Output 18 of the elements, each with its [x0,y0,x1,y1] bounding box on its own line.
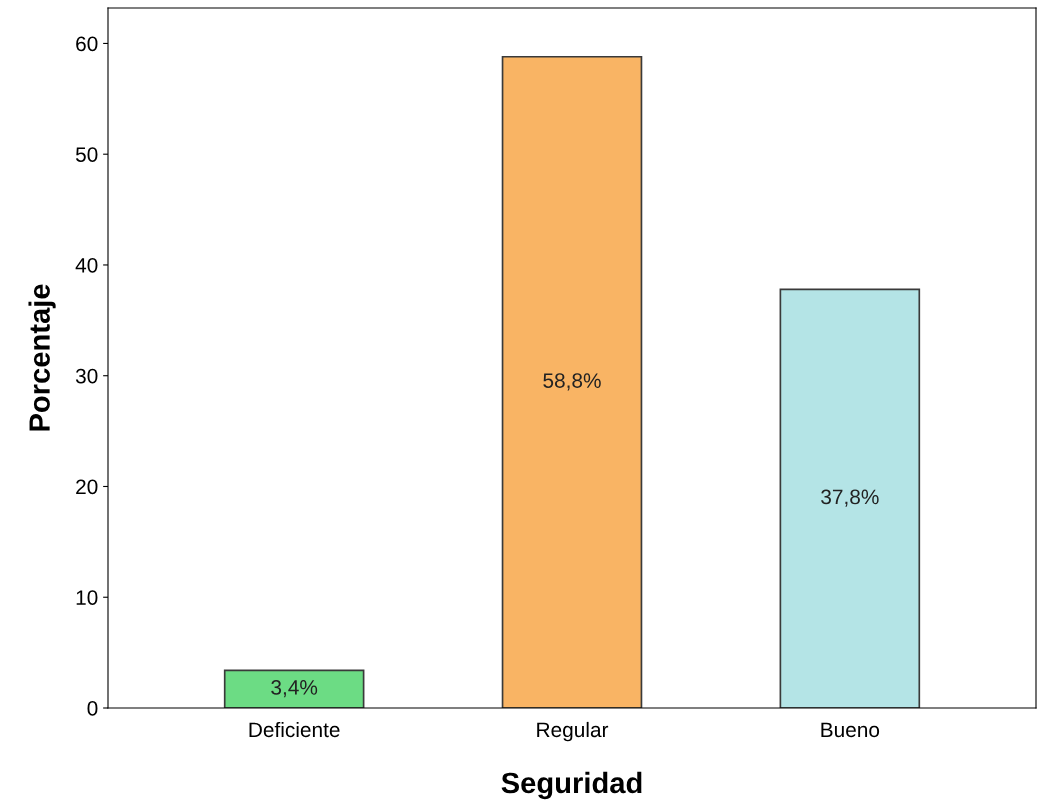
data-label: 58,8% [543,373,601,391]
y-tick-label: 10 [76,590,98,605]
y-tick-label: 40 [75,257,98,273]
data-label: 37,8% [821,489,879,507]
bar [501,55,643,708]
y-tick-label: 20 [76,479,98,495]
y-tick-label: 30 [75,368,98,384]
data-label: 3,4% [271,680,318,698]
x-tick-label: Regular [537,721,609,742]
bar [223,669,365,708]
bar [779,288,921,708]
y-tick-label: 0 [87,701,98,716]
x-tick-label: Bueno [821,722,880,738]
y-tick-label: 50 [75,147,98,162]
x-axis-title: Seguridad [501,771,642,800]
x-tick-label: Deficiente [249,721,340,738]
y-tick-label: 60 [76,36,98,52]
y-axis-title: Porcentaje [28,284,56,431]
